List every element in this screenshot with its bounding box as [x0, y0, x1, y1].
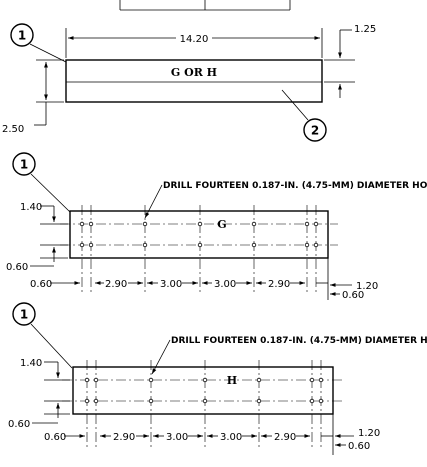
thickness-dimension: 1.25 — [354, 24, 376, 35]
top-view: 1 14.20 G OR H 1.25 2.50 2 — [2, 23, 376, 142]
bar-h — [72, 366, 334, 415]
callout-leader-2 — [281, 89, 309, 121]
callout-number-1: 1 — [18, 29, 26, 43]
callout-number-2: 2 — [311, 124, 319, 138]
dim-060-bottom-h: 0.60 — [44, 432, 66, 443]
dim-140-h: 1.40 — [20, 358, 42, 369]
callout-circle-h — [12, 302, 36, 326]
drill-note-g: DRILL FOURTEEN 0.187-IN. (4.75-MM) DIAME… — [163, 181, 427, 191]
callout-circle-1 — [10, 23, 34, 47]
part-label-top: G OR H — [171, 66, 217, 79]
holes-g — [79, 221, 319, 248]
header-table-fragment — [119, 0, 291, 11]
dim-120-h: 1.20 — [358, 428, 380, 439]
view-g: 1 DRILL FOURTEEN 0.187-IN. (4.75-MM) DIA… — [6, 152, 427, 301]
part-label-h: H — [227, 374, 237, 387]
spacing-g-4: 2.90 — [268, 279, 290, 290]
dim-060-left-h: 0.60 — [8, 419, 30, 430]
bar-side-view — [65, 59, 323, 103]
part-label-g: G — [217, 218, 226, 231]
holes-h — [84, 377, 324, 404]
callout-number-g: 1 — [20, 158, 28, 172]
spacing-g-2: 3.00 — [160, 279, 182, 290]
view-h: 1 DRILL FOURTEEN 0.187-IN. (4.75-MM) DIA… — [8, 302, 427, 455]
bar-g — [69, 210, 329, 259]
dim-060-left-g: 0.60 — [6, 262, 28, 273]
dim-060-bottom-g: 0.60 — [30, 279, 52, 290]
callout-leader-1 — [29, 43, 67, 63]
dim-120-g: 1.20 — [356, 281, 378, 292]
spacing-h-3: 3.00 — [220, 432, 242, 443]
spacing-g-3: 3.00 — [214, 279, 236, 290]
callout-circle-2 — [303, 118, 327, 142]
spacing-g-1: 2.90 — [105, 279, 127, 290]
dim-060-right-g: 0.60 — [342, 290, 364, 301]
callout-number-h: 1 — [20, 308, 28, 322]
spacing-h-4: 2.90 — [274, 432, 296, 443]
dim-060-right-h: 0.60 — [348, 441, 370, 452]
drill-note-h: DRILL FOURTEEN 0.187-IN. (4.75-MM) DIAME… — [171, 336, 427, 346]
height-dimension: 2.50 — [2, 124, 24, 135]
length-dimension: 14.20 — [180, 34, 209, 45]
spacing-h-2: 3.00 — [166, 432, 188, 443]
dim-140-g: 1.40 — [20, 202, 42, 213]
callout-circle-g — [12, 152, 36, 176]
spacing-h-1: 2.90 — [113, 432, 135, 443]
